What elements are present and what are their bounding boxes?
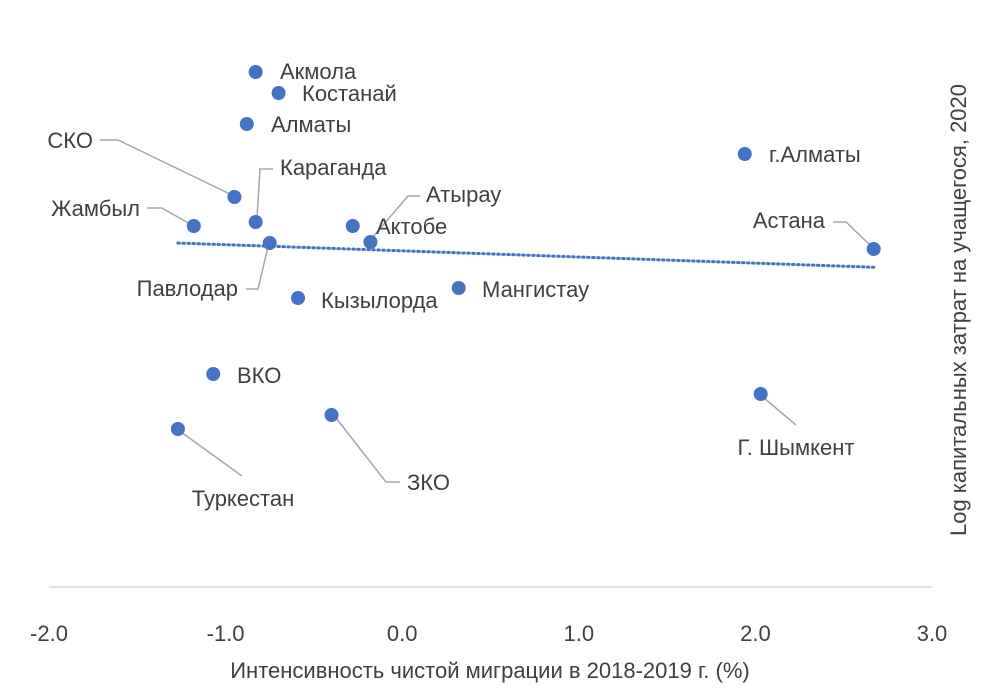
point xyxy=(239,117,254,131)
point-label: Караганда xyxy=(280,155,387,180)
point xyxy=(345,219,360,233)
point xyxy=(248,65,263,79)
point-label: Акмола xyxy=(280,59,357,84)
leader-line xyxy=(246,246,269,290)
point xyxy=(324,408,339,422)
point xyxy=(737,147,752,161)
point xyxy=(206,367,221,381)
x-tick-label: -1.0 xyxy=(207,621,245,646)
leader-line xyxy=(335,417,400,483)
point-label: Атырау xyxy=(426,182,501,207)
point-label: Актобе xyxy=(376,214,447,239)
point-label: Жамбыл xyxy=(51,196,140,221)
leader-line xyxy=(833,221,871,246)
point-label: СКО xyxy=(47,128,93,153)
x-tick-label: 2.0 xyxy=(740,621,771,646)
point xyxy=(451,281,466,295)
point xyxy=(291,291,306,305)
point xyxy=(227,190,242,204)
leader-line xyxy=(763,397,797,426)
leader-line xyxy=(256,168,273,219)
point-label: Алматы xyxy=(271,112,351,137)
point xyxy=(248,215,263,229)
x-tick-label: 0.0 xyxy=(387,621,418,646)
point-label: Павлодар xyxy=(137,276,238,301)
point xyxy=(271,86,286,100)
leader-line xyxy=(371,195,420,239)
leader-line xyxy=(147,207,191,225)
leader-line xyxy=(100,139,233,196)
x-tick-label: -2.0 xyxy=(30,621,68,646)
point-label: Туркестан xyxy=(192,486,295,511)
point-label: Г. Шымкент xyxy=(738,435,855,460)
trendline xyxy=(176,241,876,269)
point-label: ЗКО xyxy=(407,470,450,495)
point-label: Астана xyxy=(753,208,826,233)
point-label: Кызылорда xyxy=(321,288,438,313)
point xyxy=(186,219,201,233)
x-axis-label: Интенсивность чистой миграции в 2018-201… xyxy=(230,658,750,683)
point xyxy=(753,387,768,401)
point xyxy=(170,422,185,436)
leader-line xyxy=(180,431,243,477)
x-tick-label: 3.0 xyxy=(917,621,948,646)
point xyxy=(262,236,277,250)
point-label: ВКО xyxy=(237,363,281,388)
point-label: Костанай xyxy=(302,81,397,106)
point-label: г.Алматы xyxy=(769,142,861,167)
point-label: Мангистау xyxy=(482,277,589,302)
x-tick-label: 1.0 xyxy=(564,621,595,646)
point xyxy=(866,242,881,256)
y-axis-label: Log капитальных затрат на учащегося, 202… xyxy=(946,84,971,536)
point xyxy=(363,235,378,249)
